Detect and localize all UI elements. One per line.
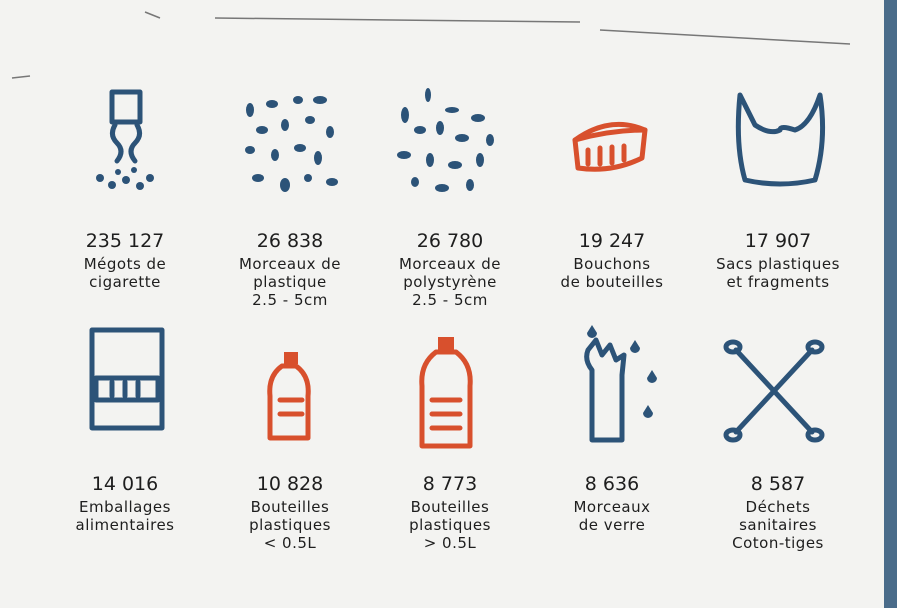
infographic: 235 127 Mégots decigarette 26 838 Morceaux …	[0, 0, 897, 608]
item-count: 235 127	[86, 230, 165, 252]
item-label: de bouteilles	[561, 273, 664, 291]
item-label: plastiques	[249, 516, 331, 534]
item-count: 26 780	[417, 230, 483, 252]
item-label: Emballages	[79, 498, 171, 516]
item-label: plastiques	[409, 516, 491, 534]
item-label: Bouteilles	[251, 498, 330, 516]
item-label: Morceaux	[573, 498, 650, 516]
item-label: polystyrène	[403, 273, 497, 291]
item-label: Coton-tiges	[732, 534, 824, 552]
item-label: Mégots de	[84, 255, 167, 273]
item-count: 19 247	[579, 230, 645, 252]
item-count: 10 828	[257, 473, 323, 495]
item-count: 26 838	[257, 230, 323, 252]
item-label: cigarette	[89, 273, 161, 291]
item-count: 8 587	[751, 473, 805, 495]
item-label: Déchets	[746, 498, 811, 516]
item-count: 17 907	[745, 230, 811, 252]
item-label: > 0.5L	[424, 534, 477, 552]
item-label: plastique	[253, 273, 327, 291]
item-label: Morceaux de	[239, 255, 341, 273]
item-label: de verre	[579, 516, 646, 534]
item-label: Bouteilles	[411, 498, 490, 516]
item-label: Sacs plastiques	[716, 255, 840, 273]
item-label: Bouchons	[573, 255, 650, 273]
item-label: sanitaires	[739, 516, 817, 534]
item-count: 8 773	[423, 473, 477, 495]
item-label: < 0.5L	[264, 534, 317, 552]
item-label: 2.5 - 5cm	[252, 291, 328, 309]
item-label: 2.5 - 5cm	[412, 291, 488, 309]
item-count: 14 016	[92, 473, 158, 495]
item-label: alimentaires	[76, 516, 175, 534]
item-label: Morceaux de	[399, 255, 501, 273]
edge-stain	[884, 0, 897, 608]
item-count: 8 636	[585, 473, 639, 495]
item-label: et fragments	[726, 273, 829, 291]
